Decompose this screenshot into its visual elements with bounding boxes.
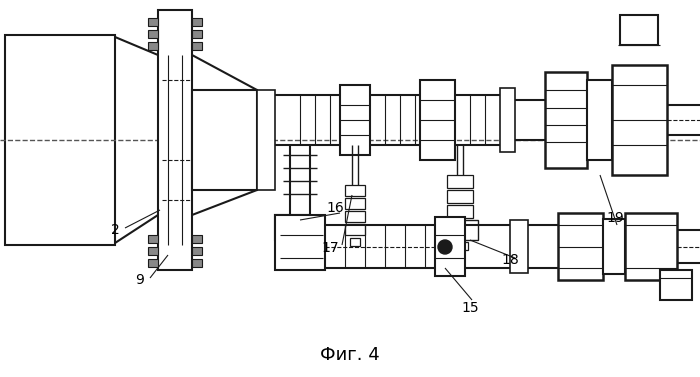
Bar: [148, 18, 158, 26]
Bar: [192, 30, 202, 38]
Bar: [350, 238, 360, 246]
Text: 19: 19: [606, 211, 624, 225]
Bar: [192, 18, 202, 26]
Bar: [192, 90, 257, 190]
Text: Фиг. 4: Фиг. 4: [320, 346, 380, 364]
Bar: [345, 185, 365, 196]
Bar: [558, 213, 603, 280]
Bar: [612, 65, 667, 175]
Text: 16: 16: [326, 201, 344, 215]
Bar: [148, 259, 158, 267]
Bar: [340, 85, 370, 155]
Bar: [148, 30, 158, 38]
Bar: [192, 259, 202, 267]
Bar: [452, 242, 468, 250]
Bar: [192, 42, 202, 50]
Bar: [275, 215, 325, 270]
Bar: [345, 224, 365, 235]
Text: 18: 18: [501, 253, 519, 267]
Text: 15: 15: [461, 301, 479, 315]
Bar: [275, 215, 310, 240]
Bar: [435, 217, 465, 276]
Bar: [257, 90, 275, 190]
Bar: [510, 220, 528, 273]
Text: 17: 17: [321, 241, 339, 255]
Bar: [620, 15, 658, 45]
Bar: [345, 198, 365, 209]
Bar: [158, 10, 192, 270]
Bar: [500, 88, 515, 152]
Bar: [447, 175, 473, 188]
Bar: [603, 219, 625, 274]
Bar: [545, 72, 587, 168]
Bar: [442, 220, 478, 240]
Bar: [148, 247, 158, 255]
Bar: [660, 270, 692, 300]
Bar: [447, 190, 473, 203]
Bar: [625, 213, 677, 280]
Bar: [192, 235, 202, 243]
Bar: [345, 211, 365, 222]
Text: 2: 2: [111, 223, 120, 237]
Bar: [420, 80, 455, 160]
Bar: [148, 235, 158, 243]
Bar: [587, 80, 612, 160]
Bar: [5, 35, 115, 245]
Text: 9: 9: [136, 273, 144, 287]
Bar: [447, 205, 473, 218]
Circle shape: [438, 240, 452, 254]
Bar: [148, 42, 158, 50]
Bar: [192, 247, 202, 255]
